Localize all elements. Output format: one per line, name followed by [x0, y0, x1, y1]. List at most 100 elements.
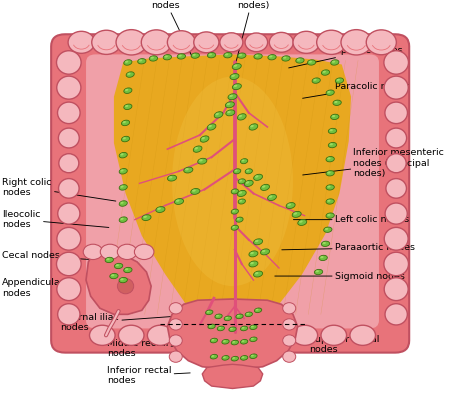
Ellipse shape [68, 31, 95, 53]
Ellipse shape [57, 278, 81, 301]
Ellipse shape [225, 102, 233, 108]
Ellipse shape [125, 60, 128, 63]
Ellipse shape [232, 111, 235, 113]
Ellipse shape [230, 64, 239, 69]
Ellipse shape [262, 250, 266, 252]
Ellipse shape [232, 357, 235, 359]
Ellipse shape [214, 112, 223, 118]
Ellipse shape [232, 210, 235, 212]
Ellipse shape [206, 311, 210, 313]
Ellipse shape [293, 31, 319, 53]
Ellipse shape [238, 114, 246, 120]
Ellipse shape [268, 54, 276, 60]
Ellipse shape [194, 147, 198, 150]
Ellipse shape [121, 120, 130, 126]
Text: Middle rectal
nodes: Middle rectal nodes [107, 339, 190, 358]
Ellipse shape [246, 170, 249, 172]
Ellipse shape [222, 339, 229, 344]
Ellipse shape [283, 351, 296, 362]
Ellipse shape [239, 191, 242, 194]
Ellipse shape [350, 325, 376, 345]
Ellipse shape [151, 56, 154, 59]
Ellipse shape [211, 355, 214, 357]
Ellipse shape [239, 180, 242, 182]
Ellipse shape [236, 217, 243, 222]
Text: Paraaortic nodes: Paraaortic nodes [282, 243, 415, 252]
Ellipse shape [149, 56, 158, 61]
Ellipse shape [222, 355, 229, 360]
Ellipse shape [269, 32, 293, 52]
Ellipse shape [331, 60, 339, 65]
Ellipse shape [246, 313, 249, 315]
Ellipse shape [106, 258, 110, 260]
Ellipse shape [240, 355, 248, 360]
Text: Sigmoid nodes: Sigmoid nodes [275, 272, 405, 280]
Ellipse shape [169, 176, 173, 179]
Ellipse shape [83, 244, 103, 260]
Ellipse shape [330, 129, 333, 131]
Ellipse shape [226, 84, 234, 89]
Ellipse shape [177, 54, 186, 59]
Ellipse shape [246, 181, 249, 184]
Ellipse shape [169, 335, 182, 346]
Text: Left colic nodes: Left colic nodes [293, 215, 409, 224]
Text: Inferior rectal
nodes: Inferior rectal nodes [107, 366, 190, 385]
Ellipse shape [207, 124, 216, 130]
Ellipse shape [239, 115, 242, 117]
Polygon shape [167, 299, 298, 370]
Ellipse shape [124, 267, 132, 273]
Ellipse shape [125, 268, 128, 270]
Ellipse shape [169, 351, 182, 362]
Ellipse shape [232, 226, 235, 228]
Ellipse shape [89, 325, 115, 345]
Ellipse shape [323, 242, 326, 244]
Ellipse shape [245, 169, 252, 174]
Ellipse shape [384, 278, 408, 301]
Ellipse shape [296, 58, 304, 63]
Ellipse shape [215, 314, 222, 319]
Ellipse shape [327, 214, 331, 216]
Ellipse shape [239, 54, 242, 56]
Ellipse shape [366, 30, 396, 55]
Ellipse shape [330, 143, 333, 145]
Ellipse shape [220, 33, 243, 52]
Ellipse shape [307, 60, 316, 65]
Ellipse shape [156, 207, 165, 212]
Ellipse shape [267, 194, 277, 201]
Ellipse shape [286, 203, 295, 208]
Ellipse shape [110, 273, 118, 279]
Ellipse shape [326, 156, 334, 162]
Ellipse shape [313, 79, 317, 81]
Ellipse shape [385, 102, 407, 124]
Ellipse shape [233, 169, 241, 174]
Ellipse shape [232, 190, 235, 192]
Ellipse shape [126, 72, 134, 77]
Ellipse shape [123, 121, 126, 123]
Ellipse shape [231, 340, 239, 345]
Ellipse shape [327, 91, 331, 93]
Ellipse shape [263, 325, 289, 345]
Ellipse shape [332, 115, 335, 117]
Ellipse shape [230, 75, 233, 77]
Ellipse shape [114, 263, 123, 269]
Ellipse shape [385, 304, 407, 325]
Ellipse shape [92, 30, 121, 54]
Ellipse shape [250, 262, 254, 264]
Ellipse shape [124, 88, 132, 93]
Ellipse shape [269, 195, 272, 198]
Ellipse shape [251, 326, 254, 328]
Ellipse shape [283, 319, 296, 330]
Ellipse shape [255, 272, 259, 274]
Ellipse shape [328, 142, 337, 148]
Ellipse shape [331, 114, 339, 120]
Text: Appendicular
nodes: Appendicular nodes [2, 278, 79, 298]
Ellipse shape [241, 327, 245, 329]
Ellipse shape [124, 104, 132, 110]
Ellipse shape [208, 125, 212, 127]
Text: Cecal nodes: Cecal nodes [2, 251, 95, 260]
Ellipse shape [233, 95, 237, 97]
Ellipse shape [298, 220, 307, 225]
Ellipse shape [123, 137, 126, 139]
Ellipse shape [57, 227, 81, 250]
Ellipse shape [386, 128, 406, 148]
